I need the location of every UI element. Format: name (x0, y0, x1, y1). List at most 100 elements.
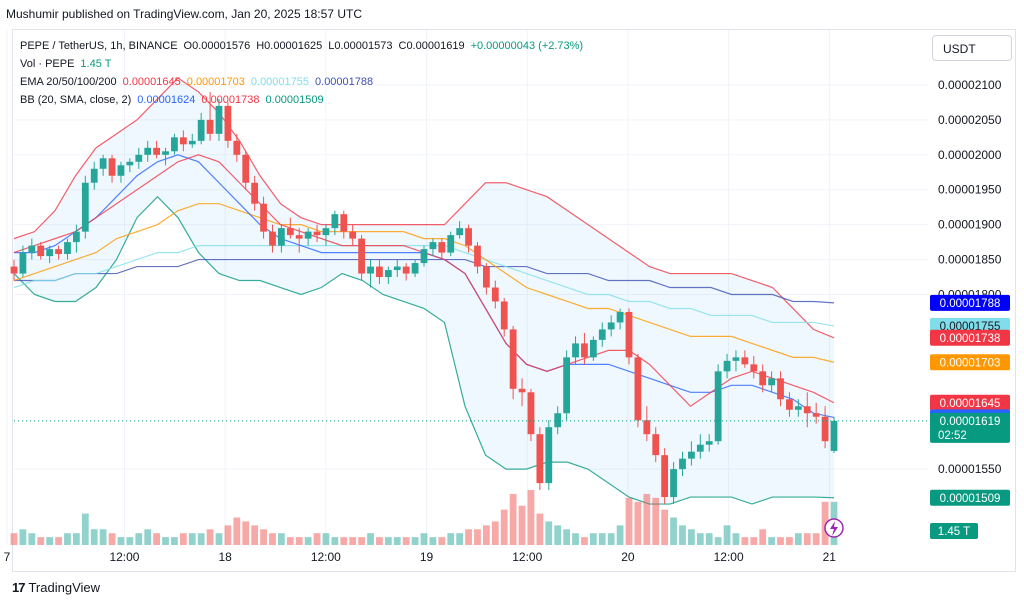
candle-body (278, 228, 285, 246)
volume-bar (607, 533, 615, 545)
bb-upper-value: 0.00001738 (201, 94, 260, 106)
volume-bar (456, 533, 464, 545)
volume-bar (821, 501, 829, 545)
volume-bar (402, 537, 410, 545)
x-tick-label: 19 (420, 550, 434, 564)
candle-body (153, 147, 160, 155)
currency-button[interactable]: USDT (932, 35, 1012, 61)
candle-body (625, 311, 633, 358)
y-tick-label: 0.00002000 (938, 148, 1002, 162)
candle-body (402, 266, 410, 274)
candle-body (545, 427, 553, 484)
candle-body (794, 406, 802, 410)
candle-body (179, 137, 187, 145)
candle-body (295, 235, 303, 239)
low-value: L0.00001573 (328, 40, 393, 52)
price-label-text: 0.00001703 (940, 357, 1001, 369)
candle-body (117, 165, 125, 176)
candle-body (768, 378, 775, 386)
candle-body (616, 311, 624, 323)
bb-label[interactable]: BB (20, SMA, close, 2) (20, 94, 132, 106)
symbol-title[interactable]: PEPE / TetherUS, 1h, BINANCE (20, 40, 178, 52)
x-tick-label: 12:00 (714, 550, 744, 564)
volume-bar (581, 537, 588, 545)
volume-bar (509, 493, 517, 545)
candle-body (589, 339, 597, 358)
candle-body (812, 413, 820, 417)
tradingview-logo-icon: 17 (12, 580, 26, 595)
x-tick-label: 20 (621, 550, 635, 564)
ema200-value: 0.00001788 (315, 76, 374, 88)
candle-body (304, 231, 312, 239)
volume-bar (233, 517, 241, 545)
y-tick-label: 0.00002050 (938, 113, 1002, 127)
volume-bar (438, 537, 446, 545)
volume-bar (545, 521, 553, 545)
volume-label-box (930, 523, 978, 539)
candle-body (803, 406, 811, 414)
volume-bar (474, 529, 481, 545)
volume-bar (340, 537, 348, 545)
price-label-box (930, 394, 1010, 411)
candle-body (19, 252, 27, 274)
x-tick-label: 12:00 (512, 550, 542, 564)
x-tick-label: 21 (823, 550, 837, 564)
candle-body (491, 287, 499, 302)
volume-bar (679, 525, 686, 545)
price-label-text: 0.00001788 (940, 298, 1001, 310)
candle-body (741, 357, 749, 365)
volume-bar (144, 529, 152, 545)
volume-bar (331, 537, 339, 545)
volume-bar (224, 525, 232, 545)
volume-label[interactable]: Vol · PEPE (20, 58, 75, 70)
volume-bar (242, 521, 250, 545)
volume-bar (759, 529, 767, 545)
price-label-box (930, 489, 1010, 506)
candle-body (447, 235, 455, 253)
volume-bar (260, 529, 267, 545)
candle-body (518, 388, 526, 393)
candle-body (135, 154, 143, 162)
volume-bar (500, 509, 508, 545)
legend-ohlc-row: PEPE / TetherUS, 1h, BINANCE O0.00001576… (20, 37, 583, 55)
candle-body (572, 343, 579, 358)
candle-body (554, 413, 562, 428)
y-tick-label: 0.00001550 (938, 462, 1002, 476)
chart-frame (12, 29, 1016, 572)
volume-bar (554, 525, 562, 545)
candle-body (786, 399, 793, 410)
volume-bar (670, 517, 677, 545)
candle-body (465, 228, 472, 246)
price-label-box (930, 412, 1010, 443)
candle-body (367, 266, 374, 274)
volume-bar (313, 533, 321, 545)
price-label-text: 0.00001509 (940, 493, 1001, 505)
volume-bar (491, 521, 499, 545)
ema100-value: 0.00001755 (250, 76, 310, 88)
candle-body (500, 301, 508, 330)
volume-bar (812, 533, 820, 545)
volume-bar (349, 537, 357, 545)
volume-bar (652, 497, 660, 545)
volume-bar (278, 533, 285, 545)
volume-bar (625, 497, 633, 545)
ema-label[interactable]: EMA 20/50/100/200 (20, 76, 117, 88)
candle-body (81, 182, 89, 232)
ema50-line (13, 203, 835, 363)
volume-bar (536, 513, 544, 545)
candle-body (750, 364, 758, 372)
volume-bar (750, 537, 758, 545)
volume-bar (269, 533, 276, 545)
volume-bar (162, 537, 169, 545)
candle-body (313, 231, 321, 236)
volume-bar (28, 533, 36, 545)
candle-body (90, 168, 98, 183)
high-value: H0.00001625 (256, 40, 323, 52)
candle-body (64, 242, 71, 254)
candle-body (37, 245, 45, 257)
candle-body (759, 371, 767, 386)
candle-body (46, 249, 54, 257)
footer-brand: 17 TradingView (12, 580, 100, 595)
chart-legend: PEPE / TetherUS, 1h, BINANCE O0.00001576… (20, 37, 583, 109)
